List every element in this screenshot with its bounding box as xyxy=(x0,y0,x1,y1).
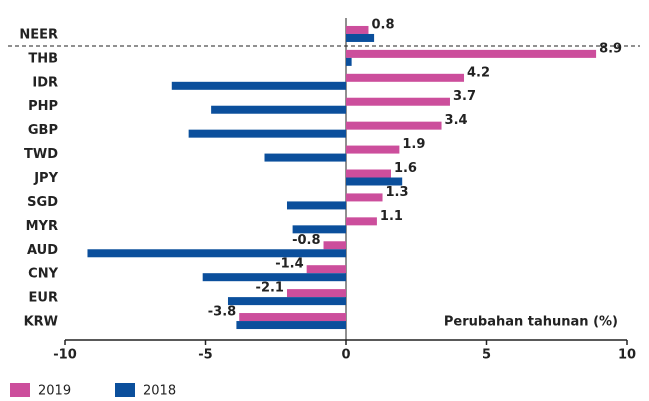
category-label: IDR xyxy=(32,75,58,90)
category-label: MYR xyxy=(26,219,58,234)
bar xyxy=(211,105,346,114)
bar xyxy=(346,121,442,130)
data-label: 3.4 xyxy=(445,113,468,128)
bar xyxy=(188,129,346,138)
x-tick-label: -10 xyxy=(53,348,77,363)
data-label: -0.8 xyxy=(292,233,320,248)
bar xyxy=(87,249,346,258)
bar xyxy=(346,145,400,154)
data-label: 1.1 xyxy=(380,209,403,224)
legend-swatch xyxy=(115,383,135,397)
category-label: EUR xyxy=(29,291,58,306)
x-tick-label: 10 xyxy=(618,348,636,363)
bar xyxy=(171,81,346,90)
bar xyxy=(323,241,346,250)
data-label: 0.8 xyxy=(371,17,394,32)
x-tick-label: -5 xyxy=(198,348,212,363)
data-label: -3.8 xyxy=(208,305,236,320)
bar xyxy=(239,313,346,322)
bar xyxy=(346,73,465,82)
bar xyxy=(346,57,352,66)
category-label: SGD xyxy=(27,195,58,210)
bar xyxy=(227,297,346,306)
bar xyxy=(346,193,383,202)
bar xyxy=(286,201,346,210)
legend-label: 2019 xyxy=(38,384,71,399)
bar xyxy=(286,289,346,298)
bar xyxy=(346,169,391,178)
data-label: -2.1 xyxy=(256,281,284,296)
category-label: KRW xyxy=(24,315,58,330)
data-label: 1.3 xyxy=(386,185,409,200)
category-label: GBP xyxy=(28,123,58,138)
bar xyxy=(346,49,597,58)
bar xyxy=(264,153,346,162)
category-label: AUD xyxy=(27,243,58,258)
bar xyxy=(346,33,375,42)
data-label: 3.7 xyxy=(453,89,476,104)
x-tick-label: 5 xyxy=(482,348,491,363)
x-axis-label: Perubahan tahunan (%) xyxy=(444,315,618,330)
bar xyxy=(292,225,346,234)
bar xyxy=(306,265,346,274)
data-label: 8.9 xyxy=(599,41,622,56)
category-label: JPY xyxy=(33,171,58,186)
x-tick-label: 0 xyxy=(341,348,350,363)
category-label: TWD xyxy=(24,147,58,162)
legend-swatch xyxy=(10,383,30,397)
legend-label: 2018 xyxy=(143,384,176,399)
bar xyxy=(346,177,403,186)
bar xyxy=(202,273,346,282)
category-label: PHP xyxy=(28,99,58,114)
category-label: NEER xyxy=(19,27,58,42)
data-label: 1.6 xyxy=(394,161,417,176)
bar xyxy=(236,321,346,330)
data-label: -1.4 xyxy=(275,257,303,272)
bar xyxy=(346,25,369,34)
bar xyxy=(346,97,450,106)
category-label: CNY xyxy=(28,267,58,282)
category-label: THB xyxy=(28,51,58,66)
data-label: 4.2 xyxy=(467,65,490,80)
bar xyxy=(346,217,377,226)
data-label: 1.9 xyxy=(402,137,425,152)
